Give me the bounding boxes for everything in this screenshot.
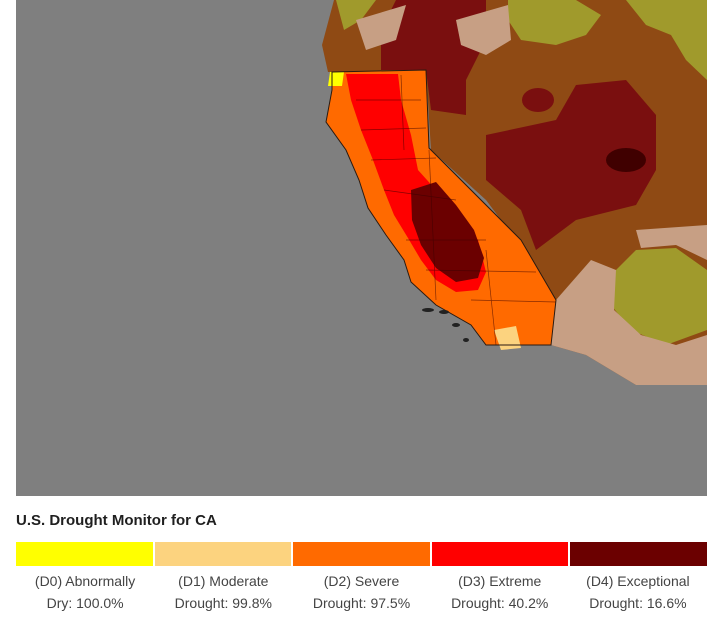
legend-title: U.S. Drought Monitor for CA — [16, 512, 217, 529]
legend-label-d1: (D1) Moderate Drought: 99.8% — [154, 570, 292, 614]
legend-label-category: (D0) Abnormally — [34, 573, 136, 589]
legend-label-category: (D3) Extreme — [458, 573, 542, 589]
legend-swatch-d2 — [291, 542, 430, 566]
legend-label-percent: Dry: 100.0% — [46, 595, 124, 611]
legend-label-d0: (D0) Abnormally Dry: 100.0% — [16, 570, 154, 614]
legend-swatches — [16, 542, 707, 566]
legend-swatch-d0 — [16, 542, 153, 566]
drought-map — [16, 0, 707, 496]
legend-label-category: (D1) Moderate — [178, 573, 269, 589]
legend-label-percent: Drought: 99.8% — [174, 595, 272, 611]
map-canvas — [16, 0, 707, 496]
legend-label-d4: (D4) Exceptional Drought: 16.6% — [569, 570, 707, 614]
california — [325, 69, 557, 350]
legend-labels: (D0) Abnormally Dry: 100.0% (D1) Moderate D… — [16, 570, 707, 614]
legend-label-percent: Drought: 97.5% — [312, 595, 411, 611]
legend-label-category: (D2) Severe — [323, 573, 400, 589]
channel-islands — [422, 308, 469, 342]
legend-swatch-d1 — [152, 542, 292, 566]
legend-label-d3: (D3) Extreme Drought: 40.2% — [431, 570, 569, 614]
legend-swatch-d4 — [568, 542, 707, 566]
legend-label-category: (D4) Exceptional — [586, 573, 690, 589]
legend-label-percent: Drought: 16.6% — [589, 595, 687, 611]
legend-swatch-d3 — [429, 542, 569, 566]
drought-legend: (D0) Abnormally Dry: 100.0% (D1) Moderate D… — [16, 542, 707, 614]
legend-label-percent: Drought: 40.2% — [451, 595, 549, 611]
legend-label-d2: (D2) Severe Drought: 97.5% — [292, 570, 430, 614]
neighbor-states — [322, 0, 707, 385]
